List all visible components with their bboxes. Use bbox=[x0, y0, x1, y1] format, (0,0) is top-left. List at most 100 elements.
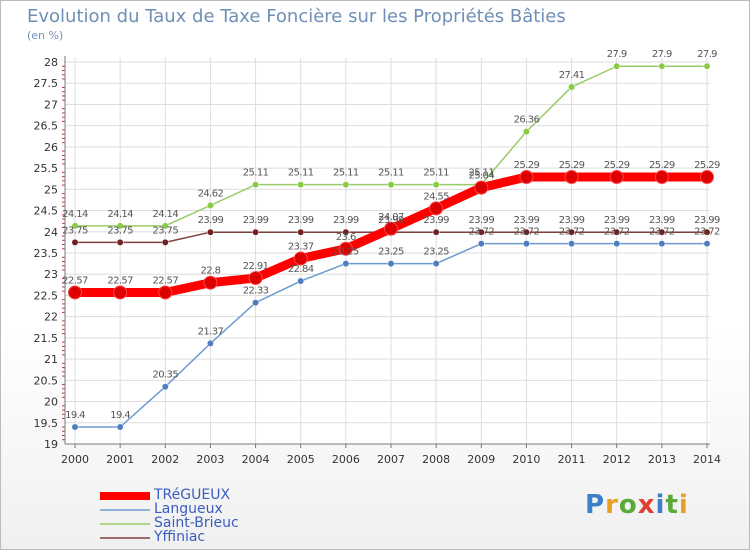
data-label-tregueux: 25.29 bbox=[604, 160, 630, 171]
data-label-langueux: 23.25 bbox=[333, 247, 359, 258]
y-tick-label: 22.5 bbox=[34, 289, 59, 302]
data-point-tregueux bbox=[429, 201, 444, 216]
data-point-tregueux bbox=[564, 170, 579, 185]
x-tick-label: 2004 bbox=[242, 453, 270, 466]
data-label-tregueux: 25.29 bbox=[514, 160, 540, 171]
data-point-langueux bbox=[568, 240, 576, 248]
x-tick-label: 2008 bbox=[422, 453, 450, 466]
data-point-saint-brieuc bbox=[522, 128, 530, 136]
x-tick-label: 2001 bbox=[106, 453, 134, 466]
data-label-langueux: 19.4 bbox=[65, 410, 85, 421]
x-tick-label: 2009 bbox=[467, 453, 495, 466]
data-label-saint-brieuc: 24.14 bbox=[62, 209, 88, 220]
data-label-langueux: 23.72 bbox=[468, 227, 494, 238]
data-label-langueux: 23.72 bbox=[649, 227, 675, 238]
data-point-yffiniac bbox=[206, 228, 214, 236]
data-point-tregueux bbox=[338, 241, 353, 256]
data-label-tregueux: 22.57 bbox=[152, 275, 178, 286]
y-tick-label: 27 bbox=[44, 98, 58, 111]
data-point-yffiniac bbox=[252, 228, 260, 236]
data-label-saint-brieuc: 25.11 bbox=[423, 168, 449, 179]
y-tick-label: 19 bbox=[44, 438, 58, 451]
x-tick-label: 2005 bbox=[287, 453, 315, 466]
data-point-yffiniac bbox=[477, 228, 485, 236]
data-point-langueux bbox=[342, 260, 350, 268]
legend-label-saint-brieuc: Saint-Brieuc bbox=[154, 515, 239, 531]
y-tick-label: 24.5 bbox=[34, 205, 59, 218]
data-label-tregueux: 24.55 bbox=[423, 191, 449, 202]
y-tick-label: 26.5 bbox=[34, 120, 59, 133]
data-label-yffiniac: 23.99 bbox=[243, 215, 269, 226]
unit-label: (en %) bbox=[27, 29, 64, 42]
data-label-saint-brieuc: 25.11 bbox=[378, 168, 404, 179]
data-label-yffiniac: 23.99 bbox=[423, 215, 449, 226]
data-label-langueux: 23.25 bbox=[378, 247, 404, 258]
data-label-langueux: 22.84 bbox=[288, 264, 314, 275]
y-tick-label: 23.5 bbox=[34, 247, 59, 260]
data-label-yffiniac: 23.99 bbox=[333, 215, 359, 226]
data-point-yffiniac bbox=[432, 228, 440, 236]
data-point-tregueux bbox=[113, 285, 128, 300]
data-point-langueux bbox=[71, 423, 79, 431]
data-label-saint-brieuc: 27.41 bbox=[559, 70, 585, 81]
legend-label-yffiniac: Yffiniac bbox=[154, 529, 206, 545]
x-tick-label: 2013 bbox=[648, 453, 676, 466]
y-tick-label: 27.5 bbox=[34, 77, 59, 90]
legend-label-tregueux: TRéGUEUX bbox=[154, 487, 231, 503]
data-label-tregueux: 25.29 bbox=[559, 160, 585, 171]
data-label-langueux: 22.33 bbox=[243, 286, 269, 297]
data-point-saint-brieuc bbox=[432, 181, 440, 189]
data-label-yffiniac: 23.99 bbox=[198, 215, 224, 226]
data-label-yffiniac: 23.99 bbox=[559, 215, 585, 226]
data-point-saint-brieuc bbox=[161, 222, 169, 230]
data-point-yffiniac bbox=[297, 228, 305, 236]
x-tick-label: 2012 bbox=[603, 453, 631, 466]
x-tick-label: 2002 bbox=[151, 453, 179, 466]
y-tick-label: 22 bbox=[44, 311, 58, 324]
y-tick-label: 24 bbox=[44, 226, 58, 239]
data-point-tregueux bbox=[384, 221, 398, 236]
data-label-saint-brieuc: 27.9 bbox=[697, 49, 717, 60]
data-point-saint-brieuc bbox=[206, 202, 214, 209]
data-point-langueux bbox=[206, 339, 214, 347]
data-point-saint-brieuc bbox=[342, 181, 350, 189]
data-label-yffiniac: 23.99 bbox=[378, 215, 404, 226]
y-tick-label: 25 bbox=[44, 183, 58, 196]
data-label-yffiniac: 23.75 bbox=[152, 225, 178, 236]
data-point-yffiniac bbox=[116, 238, 124, 246]
data-point-langueux bbox=[658, 240, 666, 248]
data-label-yffiniac: 23.75 bbox=[62, 225, 88, 236]
y-tick-label: 21.5 bbox=[34, 332, 59, 345]
data-point-langueux bbox=[522, 240, 530, 248]
y-tick-label: 20 bbox=[44, 396, 58, 409]
x-tick-label: 2010 bbox=[512, 453, 540, 466]
data-point-tregueux bbox=[248, 271, 263, 286]
data-label-langueux: 20.35 bbox=[152, 370, 178, 381]
data-label-saint-brieuc: 27.9 bbox=[607, 49, 627, 60]
data-point-langueux bbox=[297, 277, 305, 285]
data-label-yffiniac: 23.99 bbox=[694, 215, 720, 226]
data-point-tregueux bbox=[293, 251, 308, 266]
data-label-saint-brieuc: 25.11 bbox=[288, 168, 314, 179]
data-label-langueux: 23.72 bbox=[559, 227, 585, 238]
y-tick-label: 21 bbox=[44, 353, 58, 366]
data-label-saint-brieuc: 26.36 bbox=[514, 115, 540, 126]
data-label-langueux: 23.72 bbox=[604, 227, 630, 238]
data-label-tregueux: 22.57 bbox=[107, 275, 133, 286]
data-point-tregueux bbox=[158, 285, 173, 300]
proxiti-logo: Proxiti bbox=[585, 490, 689, 520]
data-point-langueux bbox=[116, 423, 124, 431]
data-label-tregueux: 24.07 bbox=[378, 212, 404, 223]
data-point-saint-brieuc bbox=[252, 181, 260, 189]
data-label-tregueux: 22.57 bbox=[62, 275, 88, 286]
y-tick-label: 26 bbox=[44, 141, 58, 154]
data-point-tregueux bbox=[203, 275, 218, 290]
data-point-yffiniac bbox=[703, 228, 711, 236]
data-label-langueux: 19.4 bbox=[110, 410, 130, 421]
chart-title: Evolution du Taux de Taxe Foncière sur l… bbox=[27, 6, 566, 27]
data-point-langueux bbox=[477, 240, 485, 248]
data-point-yffiniac bbox=[522, 228, 530, 236]
data-label-yffiniac: 23.99 bbox=[604, 215, 630, 226]
data-label-saint-brieuc: 24.14 bbox=[107, 209, 133, 220]
